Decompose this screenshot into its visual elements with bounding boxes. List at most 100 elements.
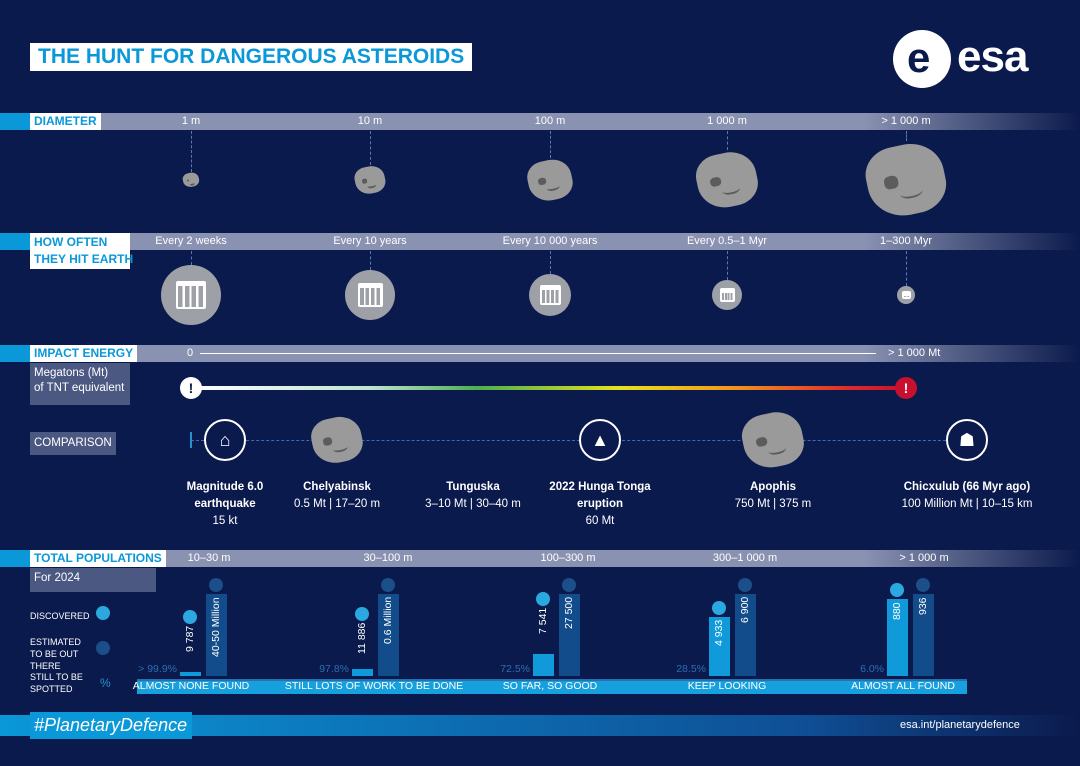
comparison-detail: 3–10 Mt | 30–40 m [425,498,521,510]
still-to-spot-percent: 6.0% [860,663,884,675]
impact-energy-label: IMPACT ENERGY [30,345,138,362]
comparison-detail: 0.5 Mt | 17–20 m [293,498,381,510]
discovered-value: 9 787 [184,626,196,653]
dashed-guide [727,251,728,280]
comparison-item: Chelyabinsk 0.5 Mt | 17–20 m [294,479,380,513]
dashed-guide [906,131,907,141]
populations-year: For 2024 [30,568,156,592]
energy-start: 0 [187,347,194,359]
calendar-icon [897,286,915,304]
earthquake-icon: ⌂ [204,419,246,461]
dashed-guide [191,251,192,265]
frequency-value: Every 10 years [333,235,407,247]
population-range: 30–100 m [363,552,413,564]
discovered-bar [709,617,730,676]
legend-estimated: ESTIMATED TO BE OUT THERE [30,637,81,671]
energy-unit: Megatons (Mt) of TNT equivalent [30,363,130,405]
footer-band [0,715,1080,736]
diameter-value: 10 m [357,115,383,127]
scale-start-tick [190,432,192,448]
populations-band [0,550,1080,567]
still-to-spot-percent: > 99.9% [138,663,177,675]
asteroid-icon [692,147,762,213]
discovered-asteroid-icon [712,601,726,616]
asteroid-icon [524,156,576,204]
comparison-detail: 750 Mt | 375 m [734,498,812,510]
comparison-item: Magnitude 6.0 earthquake 15 kt [175,479,275,530]
discovered-asteroid-icon [355,607,369,622]
discovered-asteroid-icon [890,582,904,597]
comparison-name: Chelyabinsk [303,481,371,493]
comparison-name: 2022 Hunga Tonga eruption [549,481,651,510]
diameter-value: 1 000 m [707,115,747,127]
discovered-bar [180,672,201,676]
estimated-value: 27 500 [563,597,575,630]
status-label: KEEP LOOKING [687,680,767,692]
estimated-asteroid-icon [381,578,395,592]
estimated-asteroid-icon [562,578,576,592]
volcano-icon: ▲ [579,419,621,461]
how-often-band [0,233,1080,250]
estimated-asteroid-icon [209,578,223,592]
discovered-bar [352,669,373,676]
estimated-asteroid-icon [916,578,930,592]
estimated-bar [913,594,934,676]
comparison-detail: 15 kt [212,515,238,527]
discovered-asteroid-icon [536,591,550,606]
comparison-name: Apophis [750,481,796,493]
asteroid-icon [860,137,952,223]
population-range: > 1 000 m [899,552,949,564]
frequency-value: 1–300 Myr [880,235,932,247]
population-range: 10–30 m [187,552,231,564]
comparison-item: Apophis 750 Mt | 375 m [735,479,812,513]
asteroid-icon [307,412,367,468]
footer-url[interactable]: esa.int/planetarydefence [900,719,1020,731]
status-label: STILL LOTS OF WORK TO BE DONE [284,680,464,692]
still-to-spot-percent: 28.5% [676,663,706,675]
calendar-icon [712,280,742,310]
how-often-label: HOW OFTEN THEY HIT EARTH [30,233,133,269]
diameter-value: 100 m [534,115,566,127]
comparison-name: Tunguska [446,481,500,493]
legend-percent: % [100,676,111,690]
dashed-guide [370,251,371,270]
still-to-spot-percent: 97.8% [319,663,349,675]
asteroid-icon [181,171,201,189]
high-alert-icon: ! [895,377,917,399]
dinosaur-icon: ☗ [946,419,988,461]
diameter-value: > 1 000 m [881,115,931,127]
estimated-bar [206,594,227,676]
dashed-guide [370,131,371,165]
status-label: ALMOST NONE FOUND [132,680,250,692]
comparison-label: COMPARISON [30,432,116,455]
status-strip [137,679,967,694]
energy-arrow [200,353,876,354]
populations-label: TOTAL POPULATIONS [30,550,166,567]
page-title: THE HUNT FOR DANGEROUS ASTEROIDS [30,43,473,71]
asteroid-icon [352,163,388,197]
low-alert-icon: ! [180,377,202,399]
estimated-value: 40-50 Million [210,597,222,657]
estimated-bar [559,594,580,676]
energy-gradient-line [191,386,906,390]
discovered-value: 11 886 [356,623,368,655]
calendar-icon [529,274,571,316]
comparison-name: Chicxulub (66 Myr ago) [903,481,1031,493]
asteroid-icon [738,407,808,473]
discovered-value: 7 541 [537,607,549,635]
comparison-name: Magnitude 6.0 earthquake [186,481,264,510]
comparison-detail: 100 Million Mt | 10–15 km [901,498,1033,510]
diameter-label: DIAMETER [30,113,101,130]
discovered-bar [533,653,554,676]
legend-discovered: DISCOVERED [30,611,90,621]
legend-still: STILL TO BE SPOTTED [30,672,83,694]
still-to-spot-percent: 72.5% [500,663,530,675]
comparison-item: Tunguska 3–10 Mt | 30–40 m [425,479,521,513]
comparison-item: Chicxulub (66 Myr ago) 100 Million Mt | 1… [902,479,1033,513]
dashed-guide [550,131,551,158]
discovered-value: 4 933 [713,620,725,647]
estimated-bar [735,594,756,676]
discovered-asteroid-icon [96,606,110,620]
population-range: 300–1 000 m [712,552,778,564]
diameter-band [0,113,1080,130]
